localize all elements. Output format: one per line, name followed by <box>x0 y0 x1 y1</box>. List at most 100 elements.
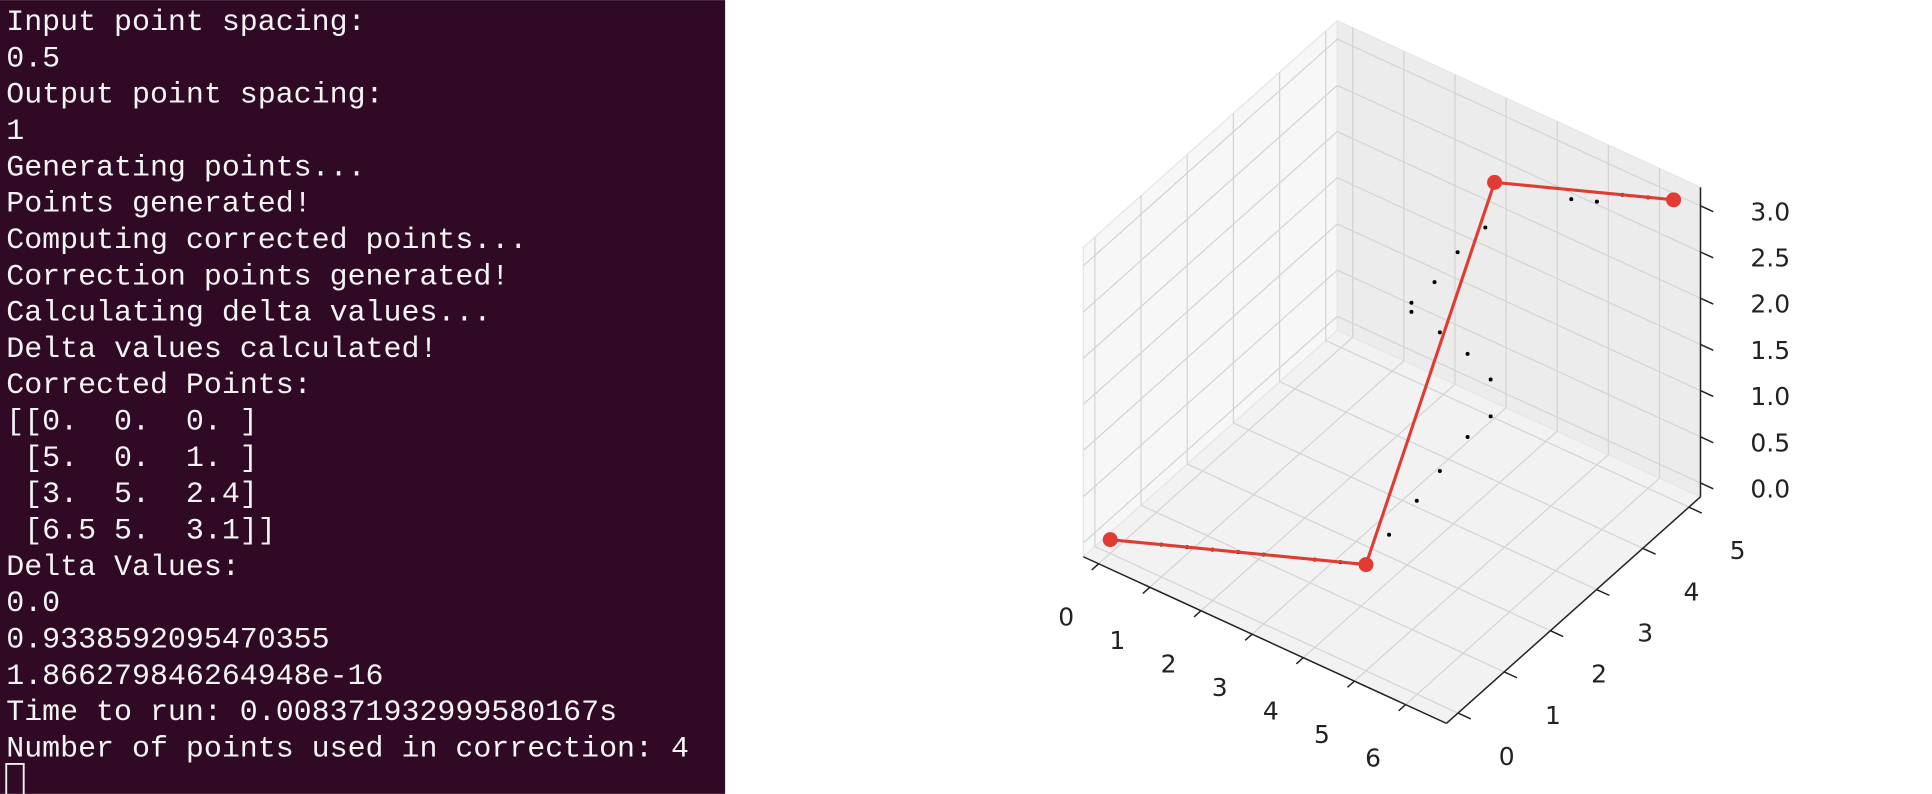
y-tick <box>1457 712 1472 720</box>
z-tick-label: 2.5 <box>1750 243 1790 272</box>
z-tick-label: 3.0 <box>1750 197 1790 226</box>
terminal-window[interactable] <box>0 0 726 794</box>
grid-line <box>1302 430 1558 659</box>
terminal-line: 0.5 <box>6 41 60 75</box>
x-tick-label: 4 <box>1263 697 1279 726</box>
data-point <box>1488 414 1493 419</box>
data-point <box>1488 377 1493 382</box>
grid-line <box>1233 422 1597 591</box>
grid-line <box>1082 315 1338 544</box>
grid-line <box>1337 269 1701 438</box>
grid-line <box>1082 177 1338 405</box>
grid-line <box>1337 84 1701 253</box>
z-tick <box>1700 436 1714 444</box>
terminal-line: [3. 5. 2.4] <box>6 477 258 511</box>
y-tick-label: 3 <box>1637 618 1653 647</box>
y-tick <box>1550 630 1564 638</box>
data-point <box>1483 225 1488 230</box>
data-point <box>1487 174 1503 190</box>
terminal-line: Delta values calculated! <box>6 332 437 366</box>
z-tick <box>1700 389 1714 398</box>
x-tick <box>1295 657 1304 665</box>
grid-line <box>1094 545 1459 714</box>
z-tick <box>1700 297 1714 305</box>
terminal-line: [[0. 0. 0. ] <box>6 405 258 439</box>
grid-line <box>1082 84 1338 313</box>
y-tick-label: 5 <box>1730 536 1746 565</box>
data-point <box>1465 351 1470 356</box>
z-tick-label: 0.0 <box>1750 474 1790 503</box>
x-axis <box>1083 556 1447 725</box>
y-tick <box>1642 547 1656 555</box>
terminal-line: Correction points generated! <box>6 259 509 293</box>
y-tick-label: 2 <box>1591 660 1607 689</box>
x-tick <box>1142 586 1151 594</box>
terminal-line: Corrected Points: <box>6 368 311 402</box>
z-tick-label: 0.5 <box>1750 428 1790 457</box>
y-tick-label: 4 <box>1683 577 1699 606</box>
terminal-line: Input point spacing: <box>6 5 365 39</box>
x-tick-label: 5 <box>1314 720 1330 749</box>
grid-line <box>1354 454 1609 682</box>
grid-line <box>1337 223 1701 392</box>
grid-line <box>1082 38 1338 267</box>
data-point <box>1387 532 1392 537</box>
z-tick <box>1700 482 1714 490</box>
grid-line <box>1325 339 1690 508</box>
terminal-line: 1.866279846264948e-16 <box>6 659 383 693</box>
x-tick-label: 2 <box>1161 650 1177 679</box>
x-tick <box>1244 633 1253 641</box>
series-line <box>1110 180 1674 567</box>
terminal-line: [5. 0. 1. ] <box>6 441 258 475</box>
cursor <box>5 762 25 794</box>
z-tick-label: 1.0 <box>1750 382 1790 411</box>
grid-line <box>1098 336 1354 565</box>
data-point <box>1414 498 1419 503</box>
grid-line <box>1186 463 1551 632</box>
x-tick-label: 0 <box>1058 603 1074 632</box>
x-tick <box>1398 704 1407 712</box>
terminal-line: Computing corrected points... <box>6 223 527 257</box>
terminal-line: [6.5 5. 3.1]] <box>6 514 275 548</box>
x-tick-label: 1 <box>1109 626 1125 655</box>
terminal-line: Output point spacing: <box>6 78 383 112</box>
grid-line <box>1337 315 1701 484</box>
data-point <box>1594 199 1599 204</box>
z-tick-label: 2.0 <box>1750 290 1790 319</box>
grid-line <box>1337 131 1701 299</box>
grid-line <box>1082 131 1338 359</box>
grid-line <box>1337 38 1701 207</box>
grid-line <box>1082 223 1338 451</box>
x-tick <box>1347 680 1355 688</box>
y-tick-label: 1 <box>1545 701 1561 730</box>
grid-line <box>1279 381 1644 549</box>
plot-3d: 0 1 2 3 4 5 6 0 1 2 3 4 5 0.0 0.5 1.0 1.5 2.0 2.5 3.0 <box>1058 19 1790 773</box>
z-tick <box>1700 205 1714 213</box>
x-tick <box>1091 563 1100 571</box>
terminal-line: Calculating delta values... <box>6 296 491 330</box>
terminal-line: 0.0 <box>6 586 60 620</box>
y-axis <box>1446 496 1701 724</box>
y-tick <box>1596 588 1610 597</box>
grid-line <box>1405 477 1660 706</box>
data-point <box>1569 197 1574 202</box>
data-point <box>1666 192 1682 208</box>
data-point <box>1102 532 1118 548</box>
grid-line <box>1082 269 1338 498</box>
terminal-line: 0.9338592095470355 <box>6 622 329 656</box>
y-tick <box>1503 671 1518 679</box>
data-point <box>1465 435 1470 440</box>
data-point <box>1437 468 1442 473</box>
terminal-line: Number of points used in correction: 4 <box>6 731 689 765</box>
terminal-line: Points generated! <box>6 187 311 221</box>
data-point <box>1432 280 1437 285</box>
x-tick-label: 3 <box>1212 673 1228 702</box>
data-point <box>1358 557 1374 573</box>
grid-line <box>1149 360 1405 588</box>
y-tick-label: 0 <box>1499 742 1515 771</box>
data-point <box>1409 300 1414 305</box>
z-tick <box>1700 251 1714 259</box>
grid-line <box>1337 177 1701 345</box>
